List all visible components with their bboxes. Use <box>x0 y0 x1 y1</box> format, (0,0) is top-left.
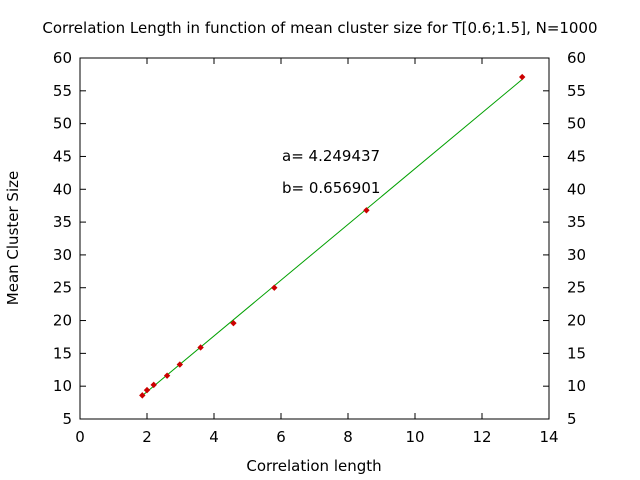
annotation-a: a= 4.249437 <box>282 147 380 165</box>
x-tick-label: 0 <box>75 428 85 446</box>
fit-line-layer <box>141 79 523 397</box>
x-axis-title: Correlation length <box>246 457 381 475</box>
y-tick-label-left: 35 <box>53 213 72 231</box>
chart-title: Correlation Length in function of mean c… <box>42 19 597 37</box>
x-tick-label: 4 <box>209 428 219 446</box>
y-tick-label-left: 10 <box>53 377 72 395</box>
y-tick-label-right: 10 <box>567 377 586 395</box>
x-tick-label: 2 <box>142 428 152 446</box>
y-tick-label-left: 25 <box>53 279 72 297</box>
data-point <box>176 361 184 368</box>
data-points-layer <box>139 73 526 399</box>
y-tick-label-left: 15 <box>53 344 72 362</box>
y-tick-label-right: 40 <box>567 180 586 198</box>
annotation-b: b= 0.656901 <box>282 179 380 197</box>
data-point <box>150 381 157 389</box>
y-tick-label-left: 40 <box>53 180 72 198</box>
y-tick-label-left: 60 <box>53 49 72 67</box>
data-point <box>143 386 151 394</box>
y-tick-label-right: 35 <box>567 213 586 231</box>
data-point <box>163 372 171 379</box>
plot-frame <box>79 57 550 420</box>
y-tick-label-right: 60 <box>567 49 586 67</box>
y-tick-label-right: 15 <box>567 344 586 362</box>
y-tick-label-left: 30 <box>53 246 72 264</box>
data-point <box>139 392 146 399</box>
data-point <box>197 344 204 351</box>
y-tick-label-right: 25 <box>567 279 586 297</box>
y-axis-title: Mean Cluster Size <box>4 171 22 305</box>
y-tick-label-right: 20 <box>567 312 586 330</box>
data-point <box>230 319 237 327</box>
y-tick-label-right: 55 <box>567 82 586 100</box>
y-tick-label-left: 5 <box>62 410 72 428</box>
y-tick-label-right: 5 <box>567 410 577 428</box>
x-tick-label: 6 <box>276 428 286 446</box>
fit-line <box>141 79 523 397</box>
x-tick-label: 8 <box>343 428 353 446</box>
y-tick-label-left: 20 <box>53 312 72 330</box>
x-tick-label: 10 <box>405 428 424 446</box>
data-point <box>363 207 370 214</box>
y-tick-label-left: 50 <box>53 115 72 133</box>
y-tick-label-right: 45 <box>567 147 586 165</box>
x-tick-label: 14 <box>539 428 558 446</box>
data-point <box>519 73 526 81</box>
x-tick-label: 12 <box>472 428 491 446</box>
y-tick-label-right: 50 <box>567 115 586 133</box>
y-tick-label-right: 30 <box>567 246 586 264</box>
y-tick-label-left: 45 <box>53 147 72 165</box>
y-tick-label-left: 55 <box>53 82 72 100</box>
data-point <box>271 284 278 291</box>
